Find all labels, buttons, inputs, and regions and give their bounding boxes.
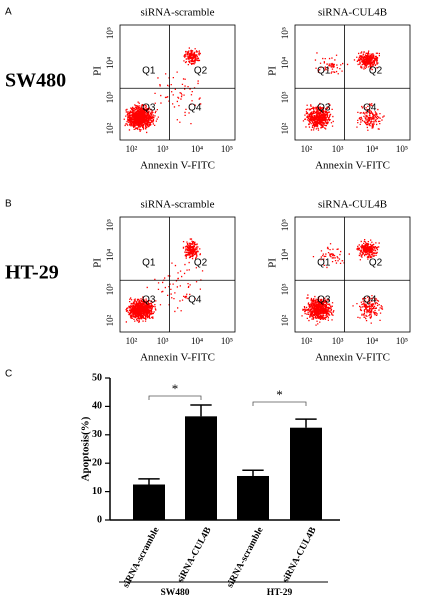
x-axis-label: Annexin V-FITC: [140, 352, 215, 364]
significance-label: *: [172, 381, 179, 396]
quadrant-label: Q2: [369, 258, 383, 269]
y-axis-label: PI: [267, 258, 279, 268]
error-bar: [138, 478, 160, 485]
significance-bracket: [252, 401, 307, 406]
panel-label: B: [5, 199, 12, 210]
x-tick-label: 10³: [332, 336, 344, 346]
x-axis-label: Annexin V-FITC: [140, 160, 215, 172]
quadrant-label: Q4: [363, 102, 377, 113]
group-label: HT-29: [267, 588, 293, 598]
y-tick-label: 10²: [105, 122, 115, 134]
cytometry-dots: [123, 47, 202, 134]
plot-title: siRNA-scramble: [141, 7, 215, 19]
panel-label: C: [5, 369, 12, 380]
y-tick-label: 10⁵: [105, 27, 115, 39]
quadrant-label: Q2: [194, 258, 208, 269]
y-tick-label: 10⁴: [105, 57, 115, 69]
plot-frame: [294, 216, 411, 333]
quadrant-label: Q1: [142, 66, 156, 77]
y-axis-label: PI: [92, 258, 104, 268]
cell-line: SW480: [5, 70, 66, 92]
x-tick-label: 10⁴: [191, 144, 203, 154]
plot-title: siRNA-scramble: [141, 199, 215, 211]
x-tick-label: 10²: [301, 336, 313, 346]
y-tick-label: 10³: [105, 283, 115, 295]
y-tick-label: 10³: [280, 283, 290, 295]
group-label: SW480: [160, 588, 189, 598]
error-bar: [295, 418, 317, 428]
y-tick-label: 0: [97, 514, 102, 525]
y-axis-label: Apoptosis(%): [80, 416, 92, 481]
quadrant-label: Q3: [142, 102, 156, 113]
y-axis-label: PI: [92, 66, 104, 76]
quadrant-label: Q2: [369, 66, 383, 77]
x-tick-label: 10²: [301, 144, 313, 154]
y-tick-label: 10⁴: [280, 57, 290, 69]
x-tick-label: 10⁵: [396, 336, 408, 346]
x-axis-label: Annexin V-FITC: [315, 352, 390, 364]
x-tick-label: 10⁵: [396, 144, 408, 154]
panel-label: A: [5, 7, 12, 18]
x-tick-label: siRNA-CUL4B: [281, 525, 319, 584]
quadrant-label: Q3: [142, 294, 156, 305]
x-tick-label: 10³: [157, 336, 169, 346]
x-tick-label: 10³: [157, 144, 169, 154]
y-tick-label: 10³: [280, 91, 290, 103]
significance-label: *: [276, 387, 283, 402]
y-tick-label: 50: [92, 372, 102, 383]
x-tick-label: 10⁴: [366, 144, 378, 154]
x-tick-label: 10²: [126, 336, 138, 346]
plot-title: siRNA-CUL4B: [318, 7, 387, 19]
x-tick-label: 10²: [126, 144, 138, 154]
quadrant-label: Q1: [142, 258, 156, 269]
quadrant-label: Q2: [194, 66, 208, 77]
y-tick-label: 10⁴: [280, 249, 290, 261]
cytometry-dots: [302, 50, 385, 131]
y-tick-label: 10²: [280, 122, 290, 134]
x-tick-label: 10⁵: [221, 144, 233, 154]
error-bar: [190, 404, 212, 417]
y-tick-label: 10³: [105, 91, 115, 103]
bar: [185, 416, 217, 520]
y-tick-label: 30: [92, 429, 102, 440]
y-tick-label: 10: [92, 486, 102, 497]
plot-frame: [119, 216, 236, 333]
plot-title: siRNA-CUL4B: [318, 199, 387, 211]
x-tick-label: 10⁵: [221, 336, 233, 346]
x-tick-label: 10³: [332, 144, 344, 154]
quadrant-label: Q3: [317, 294, 331, 305]
y-tick-label: 10⁵: [105, 219, 115, 231]
y-tick-label: 10⁴: [105, 249, 115, 261]
x-tick-label: siRNA-CUL4B: [176, 525, 214, 584]
quadrant-label: Q1: [317, 66, 331, 77]
y-tick-label: 10⁵: [280, 27, 290, 39]
y-axis-label: PI: [267, 66, 279, 76]
quadrant-label: Q4: [188, 102, 202, 113]
x-tick-label: 10⁴: [191, 336, 203, 346]
quadrant-label: Q3: [317, 102, 331, 113]
plot-frame: [119, 24, 236, 141]
quadrant-label: Q1: [317, 258, 331, 269]
significance-bracket: [148, 395, 202, 400]
bar: [133, 484, 165, 520]
y-tick-label: 10²: [105, 314, 115, 326]
x-tick-label: siRNA-scramble: [121, 526, 161, 590]
x-tick-label: 10⁴: [366, 336, 378, 346]
bar: [237, 475, 269, 520]
cell-line: HT-29: [5, 262, 59, 284]
y-tick-label: 40: [92, 401, 102, 412]
y-tick-label: 10⁵: [280, 219, 290, 231]
quadrant-label: Q4: [363, 294, 377, 305]
x-axis-label: Annexin V-FITC: [315, 160, 390, 172]
plot-frame: [294, 24, 411, 141]
quadrant-label: Q4: [188, 294, 202, 305]
y-tick-label: 20: [92, 457, 102, 468]
cytometry-dots: [301, 239, 384, 326]
error-bar: [242, 469, 264, 476]
bar: [290, 427, 322, 520]
x-tick-label: siRNA-scramble: [225, 526, 265, 590]
y-tick-label: 10²: [280, 314, 290, 326]
